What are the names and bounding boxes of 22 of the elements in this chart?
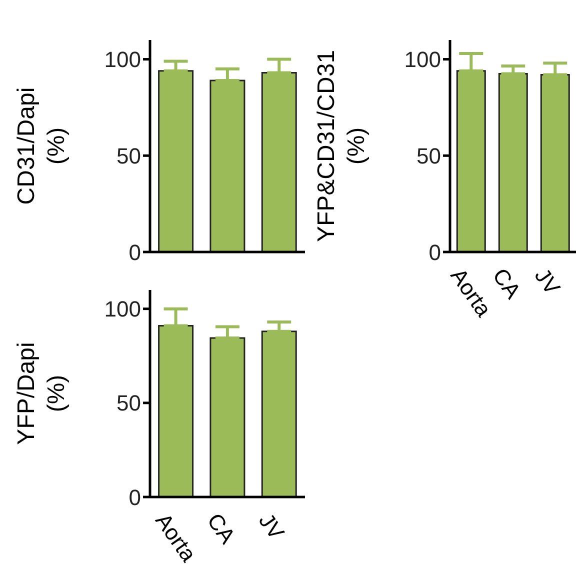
bar [261,330,297,497]
y-tick-label: 100 [104,296,141,322]
y-axis-title: YFP&CD31/CD31 (%) [313,50,370,242]
y-tick-label: 50 [116,143,141,168]
x-tick-label: CA [488,264,526,304]
y-tick-label: 50 [116,390,141,416]
y-axis-title: CD31/Dapi (%) [13,87,70,205]
bar [158,325,194,497]
y-tick-label: 0 [128,484,141,510]
y-tick-label: 50 [416,143,441,168]
bar [210,80,246,252]
y-tick-label: 100 [404,47,441,72]
x-tick-label: CA [202,508,240,548]
y-tick-label: 100 [104,47,141,72]
bar [158,70,194,252]
y-axis-title: YFP/Dapi (%) [13,342,70,445]
bar [261,72,297,252]
x-tick-label: JV [530,264,566,300]
x-tick-label: JV [254,508,290,544]
bar [210,337,246,497]
y-tick-label: 0 [128,240,141,265]
y-tick-label: 0 [428,240,441,265]
